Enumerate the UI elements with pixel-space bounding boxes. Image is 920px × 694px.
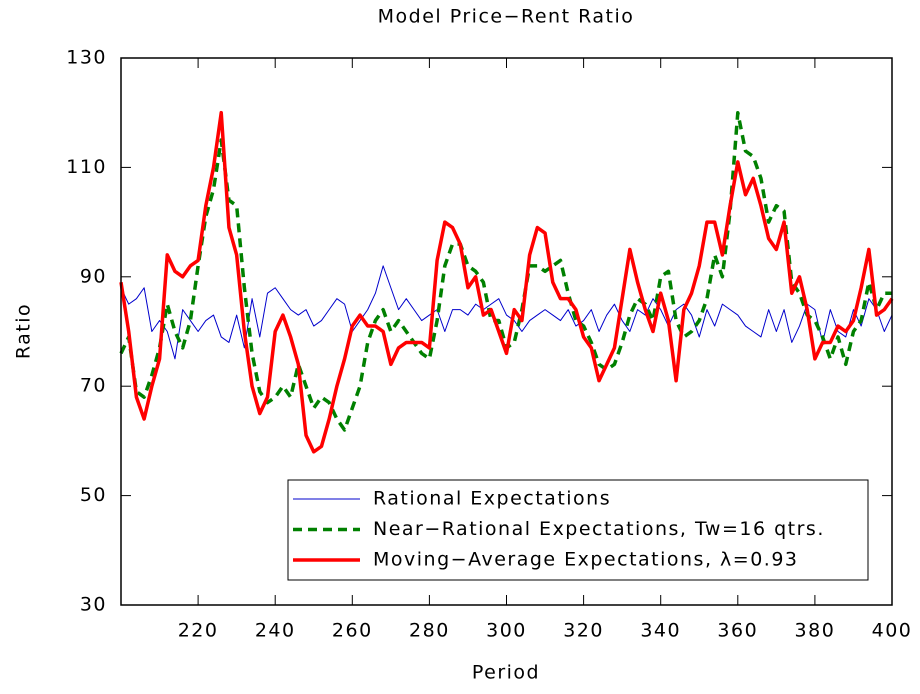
y-tick-label: 90 bbox=[80, 265, 107, 287]
x-tick-label: 320 bbox=[563, 620, 604, 642]
legend-label: Moving−Average Expectations, λ=0.93 bbox=[373, 549, 799, 571]
x-tick-label: 300 bbox=[486, 620, 527, 642]
y-axis-label: Ratio bbox=[13, 303, 35, 359]
y-tick-label: 30 bbox=[80, 594, 107, 616]
x-tick-label: 360 bbox=[717, 620, 758, 642]
y-tick-label: 70 bbox=[80, 375, 107, 397]
chart-title: Model Price−Rent Ratio bbox=[378, 6, 635, 28]
legend-label: Rational Expectations bbox=[373, 488, 611, 510]
y-tick-label: 130 bbox=[66, 47, 107, 69]
x-tick-label: 260 bbox=[332, 620, 373, 642]
legend-label: Near−Rational Expectations, Tw=16 qtrs. bbox=[373, 518, 825, 540]
y-tick-label: 50 bbox=[80, 484, 107, 506]
x-tick-label: 280 bbox=[409, 620, 450, 642]
x-tick-label: 340 bbox=[640, 620, 681, 642]
series-line bbox=[120, 265, 893, 360]
legend-box bbox=[287, 479, 869, 581]
plot-frame bbox=[120, 57, 893, 606]
series-line bbox=[119, 110, 894, 454]
x-tick-label: 240 bbox=[255, 620, 296, 642]
x-tick-label: 400 bbox=[872, 620, 913, 642]
x-axis-label: Period bbox=[472, 662, 540, 684]
y-tick-label: 110 bbox=[66, 156, 107, 178]
x-tick-label: 220 bbox=[178, 620, 219, 642]
x-tick-label: 380 bbox=[795, 620, 836, 642]
